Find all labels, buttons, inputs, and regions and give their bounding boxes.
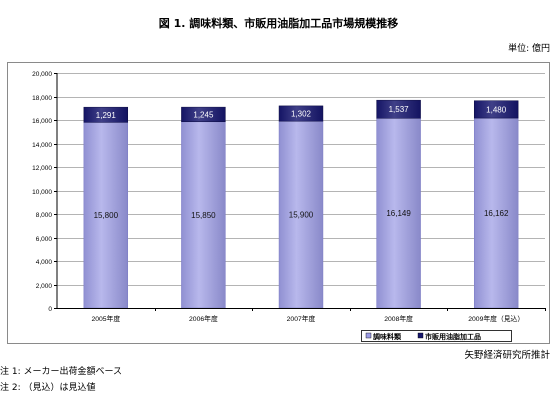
y-tick-label: 14,000 [32,142,52,149]
x-tick-label: 2009年度（見込） [468,314,524,323]
y-tick-label: 0 [48,306,52,313]
bar-segment-seasonings [83,122,129,309]
y-tick-label: 4,000 [36,259,53,266]
chart-title: 図 1. 調味料類、市販用油脂加工品市場規模推移 [158,17,399,30]
data-label-seasonings: 15,900 [289,211,314,220]
unit-label: 単位: 億円 [508,44,550,54]
bar-segment-seasonings [181,121,226,309]
bar-segment-seasonings [376,117,421,309]
bar-segment-processed-oils [473,100,519,119]
y-tick-label: 2,000 [36,283,53,290]
bar-segment-processed-oils [83,106,129,123]
legend-swatch-processed-oils [417,332,424,339]
y-tick-label: 6,000 [36,236,53,243]
data-label-seasonings: 15,800 [94,211,119,220]
data-label-seasonings: 16,162 [484,209,509,218]
bar-segment-seasonings [278,120,324,309]
axes [54,73,546,311]
bar-segment-processed-oils [278,105,324,122]
legend-swatch-seasonings [365,332,372,339]
legend-box [361,330,512,342]
data-label-processed-oils: 1,537 [389,105,410,114]
bar-segment-seasonings [473,117,519,309]
bars [83,99,519,309]
data-label-processed-oils: 1,480 [486,105,507,114]
y-tick-label: 18,000 [32,95,52,102]
bar-segment-processed-oils [376,99,421,119]
legend-label-seasonings: 調味料類 [373,332,402,341]
data-label-seasonings: 16,149 [386,209,411,218]
note-2: 注 2: （見込）は見込値 [0,383,96,393]
bar-segment-processed-oils [181,106,226,123]
data-label-processed-oils: 1,291 [96,111,117,120]
data-label-seasonings: 15,850 [191,211,216,220]
legend: 調味料類 市販用油脂加工品 [361,330,512,342]
x-tick-label: 2005年度 [91,314,120,323]
data-label-processed-oils: 1,245 [193,110,214,119]
x-tick-label: 2007年度 [287,314,316,323]
y-tick-label: 10,000 [32,189,52,196]
y-tick-label: 12,000 [32,165,52,172]
data-label-processed-oils: 1,302 [291,110,312,119]
note-1: 注 1: メーカー出荷金額ベース [0,367,123,377]
y-tick-label: 20,000 [32,71,52,78]
labels: 0 2,000 4,000 6,000 8,000 10,000 12,000 14,000 1… [32,71,524,323]
source-credit: 矢野経済研究所推計 [464,350,550,361]
legend-label-processed-oils: 市販用油脂加工品 [425,332,481,341]
y-tick-label: 16,000 [32,118,52,125]
y-tick-label: 8,000 [36,212,53,219]
x-tick-label: 2008年度 [384,314,413,323]
x-tick-label: 2006年度 [189,314,218,323]
